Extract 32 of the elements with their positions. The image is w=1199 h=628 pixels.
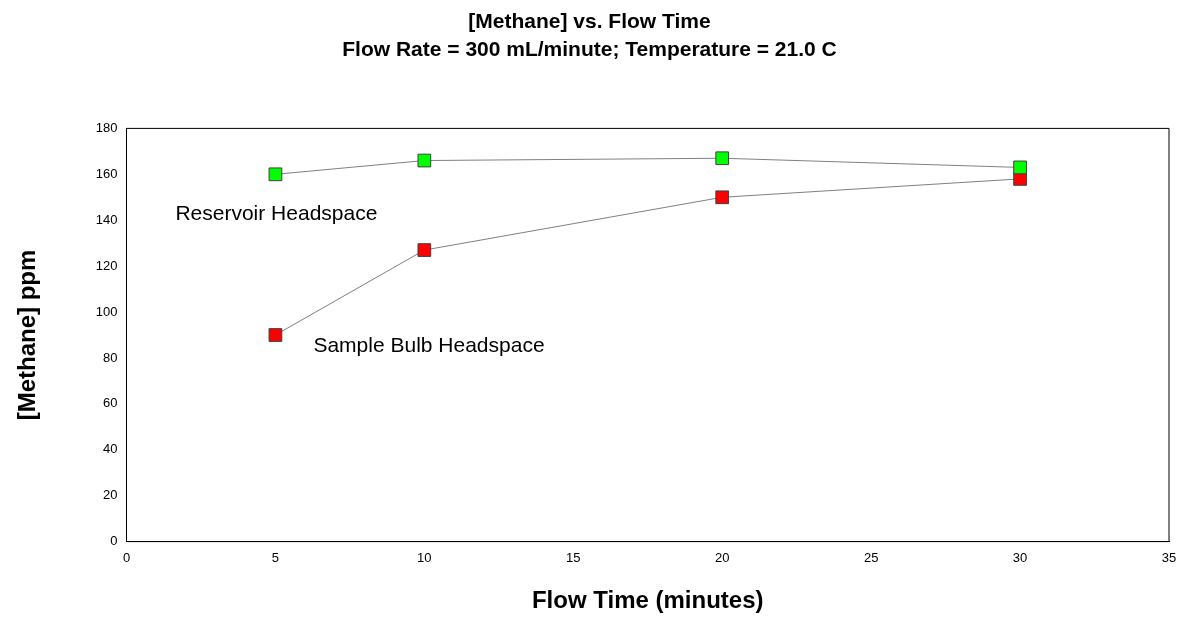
series-label: Sample Bulb Headspace — [313, 332, 545, 356]
x-tick-label: 15 — [566, 549, 581, 565]
x-tick-label: 25 — [863, 549, 879, 565]
x-tick-label: 10 — [417, 549, 432, 565]
chart-title: [Methane] vs. Flow Time — [468, 9, 711, 33]
y-tick-label: 80 — [103, 349, 118, 365]
series-label: Reservoir Headspace — [175, 201, 378, 225]
x-tick-label: 20 — [714, 549, 730, 565]
x-axis-title: Flow Time (minutes) — [531, 586, 764, 614]
x-tick-label: 5 — [271, 549, 280, 565]
y-axis-title: [Methane] ppm — [13, 249, 41, 421]
point — [268, 167, 283, 182]
y-tick-label: 60 — [103, 395, 118, 411]
y-tick-label: 0 — [110, 533, 118, 549]
y-tick-label: 140 — [95, 211, 118, 227]
x-tick-label: 30 — [1012, 549, 1028, 565]
point — [1013, 160, 1027, 175]
y-tick-label: 100 — [95, 303, 118, 319]
point — [417, 243, 432, 257]
y-tick-label: 120 — [95, 257, 118, 273]
point — [268, 328, 283, 342]
chart-subtitle: Flow Rate = 300 mL/minute; Temperature = 21.0 C — [342, 36, 837, 60]
x-tick-label: 35 — [1161, 549, 1177, 565]
y-tick-label: 180 — [95, 119, 118, 135]
point — [417, 153, 432, 168]
y-tick-label: 160 — [95, 165, 118, 181]
y-tick-label: 20 — [103, 487, 118, 503]
point — [715, 151, 730, 166]
y-tick-label: 40 — [103, 441, 118, 457]
point — [715, 190, 730, 205]
x-tick-label: 0 — [122, 549, 131, 565]
point — [1013, 172, 1027, 186]
